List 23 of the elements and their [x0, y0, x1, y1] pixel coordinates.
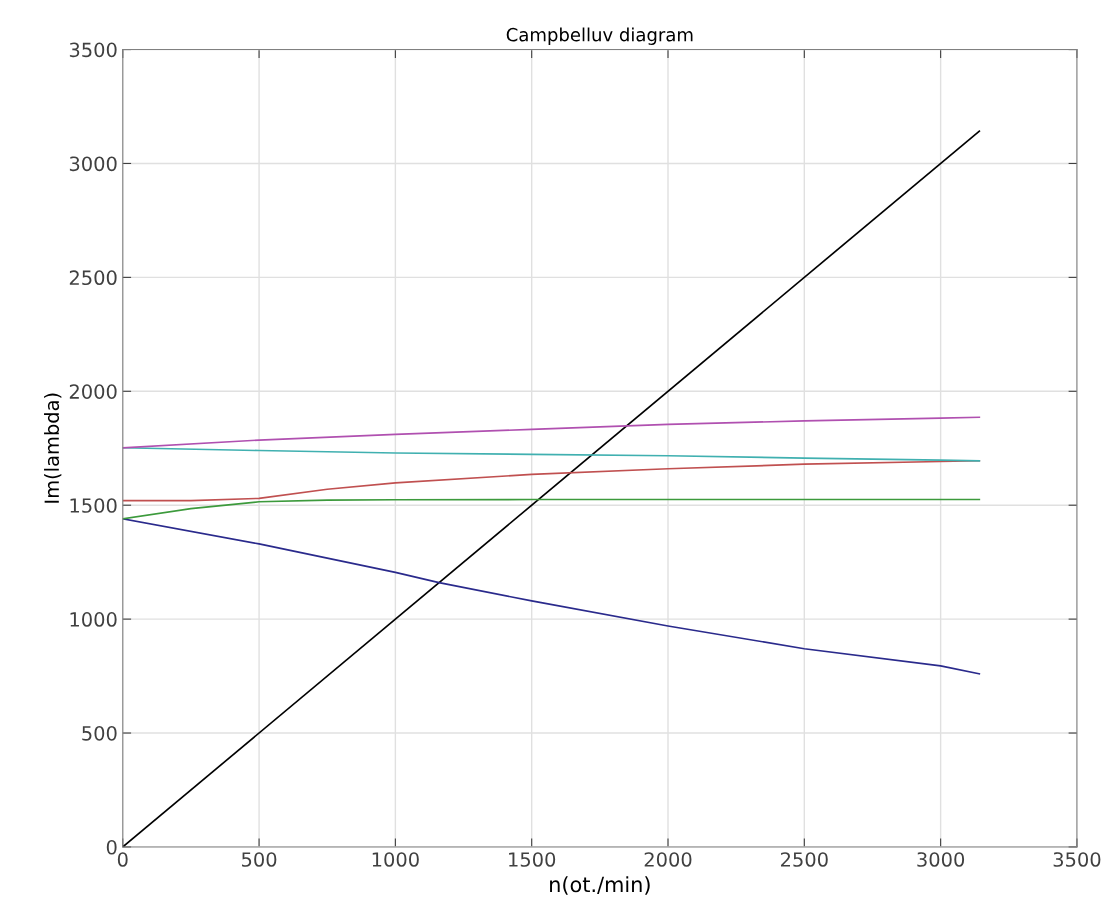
- x-tick-label: 0: [117, 852, 128, 867]
- y-tick-label: 2000: [69, 384, 117, 399]
- x-axis-title: n(ot./min): [550, 876, 650, 895]
- line-series: [122, 446, 981, 462]
- y-tick-label: 3000: [69, 156, 117, 172]
- line-series: [122, 518, 981, 675]
- chart-title: Campbelluv diagram: [506, 27, 693, 45]
- y-tick-label: 1000: [70, 612, 117, 627]
- x-tick-label: 1500: [509, 852, 556, 867]
- y-tick-label: 0: [106, 839, 117, 855]
- line-series: [122, 416, 981, 449]
- x-tick-label: 3000: [917, 852, 965, 867]
- x-tick-label: 2000: [644, 852, 692, 867]
- x-tick-label: 2500: [781, 852, 828, 867]
- line-series: [122, 498, 981, 520]
- x-tick-label: 1000: [372, 852, 419, 867]
- y-tick-label: 1500: [70, 498, 117, 513]
- y-tick-label: 3500: [69, 42, 117, 58]
- x-tick-label: 3500: [1053, 852, 1101, 867]
- x-tick-label: 500: [242, 852, 277, 867]
- y-axis-title: Im(lambda): [44, 393, 62, 503]
- y-tick-label: 2500: [69, 270, 117, 286]
- y-tick-label: 500: [82, 725, 117, 741]
